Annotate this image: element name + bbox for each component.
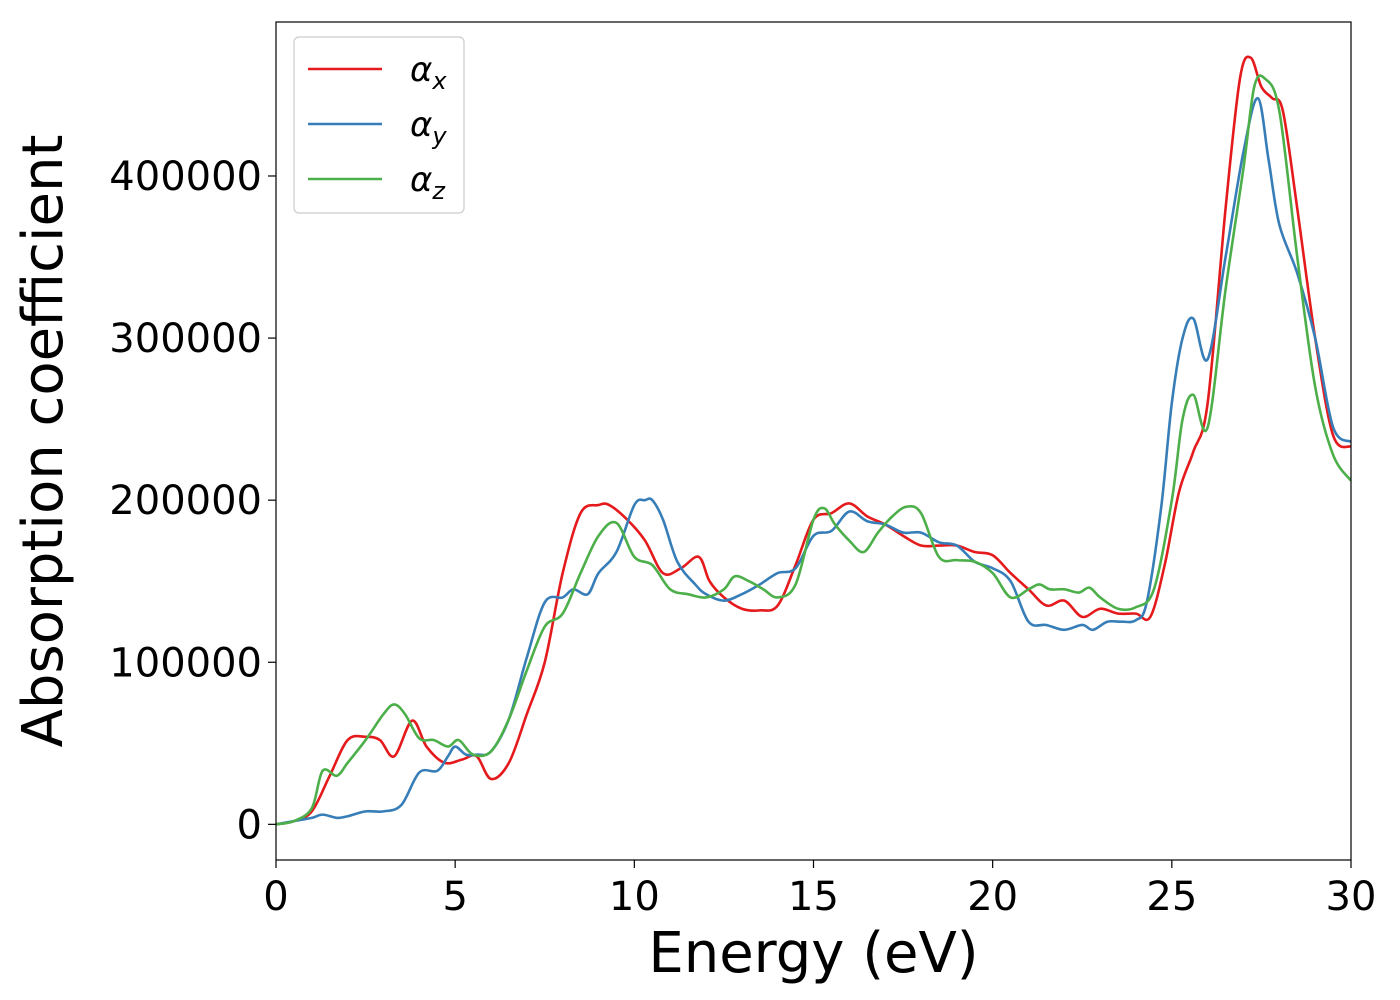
x-tick-label: 30	[1326, 874, 1377, 920]
x-tick-label: 0	[263, 874, 288, 920]
y-tick-label: 300000	[109, 316, 262, 362]
y-tick-label: 100000	[109, 640, 262, 686]
x-tick-label: 20	[967, 874, 1018, 920]
series-layer	[276, 55, 1351, 826]
x-tick-label: 5	[442, 874, 467, 920]
y-tick-label: 400000	[109, 154, 262, 200]
x-axis-label: Energy (eV)	[648, 921, 978, 986]
x-tick-label: 15	[788, 874, 839, 920]
legend: αx αy αz	[293, 36, 465, 214]
legend-label-x: αx	[410, 50, 447, 95]
series-line-x	[276, 55, 1351, 826]
y-tick-label: 200000	[109, 478, 262, 524]
y-axis-label: Absorption coefficient	[11, 135, 76, 748]
x-tick-label: 25	[1146, 874, 1197, 920]
y-axis: 0 100000 200000 300000 400000	[109, 154, 276, 848]
series-line-z	[276, 74, 1351, 826]
y-tick-label: 0	[237, 802, 262, 848]
x-axis: 0 5 10 15 20 25 30	[263, 860, 1376, 920]
legend-label-z: αz	[410, 160, 446, 205]
legend-label-y: αy	[410, 105, 447, 150]
series-line-y	[276, 96, 1351, 826]
x-tick-label: 10	[609, 874, 660, 920]
